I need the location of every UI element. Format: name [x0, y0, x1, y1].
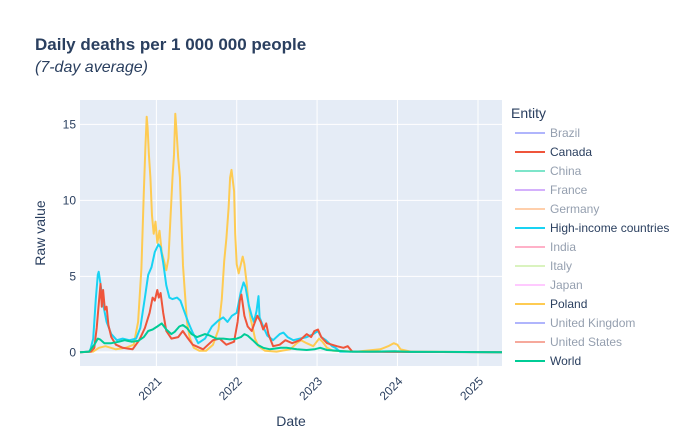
x-tick-label: 2023	[296, 374, 325, 403]
y-tick-label: 15	[63, 117, 77, 131]
legend-item-france[interactable]: France	[515, 183, 588, 197]
x-axis-label: Date	[276, 413, 306, 429]
legend: Brazil Canada China France Germany High-incom…	[515, 126, 669, 368]
x-tick-label: 2022	[216, 374, 245, 403]
legend-item-world[interactable]: World	[515, 354, 581, 368]
legend-item-united-states[interactable]: United States	[515, 335, 622, 349]
series-line-poland	[79, 112, 503, 354]
legend-item-japan[interactable]: Japan	[515, 278, 583, 292]
legend-label: World	[550, 354, 581, 368]
legend-label: Poland	[550, 297, 587, 311]
legend-item-high-income-countries[interactable]: High-income countries	[515, 221, 669, 235]
legend-label: Canada	[550, 145, 592, 159]
series-line-world	[79, 322, 503, 354]
legend-label: Brazil	[550, 126, 580, 140]
legend-title: Entity	[511, 105, 546, 121]
legend-label: Japan	[550, 278, 583, 292]
legend-label: India	[550, 240, 576, 254]
legend-item-poland[interactable]: Poland	[515, 297, 587, 311]
legend-label: China	[550, 164, 582, 178]
x-tick-label: 2021	[136, 374, 165, 403]
legend-item-united-kingdom[interactable]: United Kingdom	[515, 316, 635, 330]
legend-item-germany[interactable]: Germany	[515, 202, 599, 216]
chart-subtitle: (7-day average)	[35, 59, 148, 76]
legend-label: High-income countries	[550, 221, 669, 235]
legend-label: Italy	[550, 259, 572, 273]
legend-label: United Kingdom	[550, 316, 635, 330]
legend-label: United States	[550, 335, 622, 349]
plot-area	[80, 100, 502, 366]
y-tick-label: 5	[69, 269, 76, 283]
legend-item-italy[interactable]: Italy	[515, 259, 572, 273]
series-line-high-income-countries	[79, 243, 503, 354]
x-tick-label: 2025	[457, 374, 486, 403]
y-tick-label: 10	[63, 193, 77, 207]
series-layer	[79, 112, 503, 354]
y-tick-label: 0	[69, 345, 76, 359]
legend-label: France	[550, 183, 588, 197]
x-tick-label: 2024	[377, 374, 406, 403]
legend-item-brazil[interactable]: Brazil	[515, 126, 580, 140]
legend-label: Germany	[550, 202, 599, 216]
y-axis-label: Raw value	[32, 200, 48, 266]
chart-title: Daily deaths per 1 000 000 people	[35, 35, 306, 54]
legend-item-india[interactable]: India	[515, 240, 576, 254]
legend-item-canada[interactable]: Canada	[515, 145, 592, 159]
legend-item-china[interactable]: China	[515, 164, 582, 178]
